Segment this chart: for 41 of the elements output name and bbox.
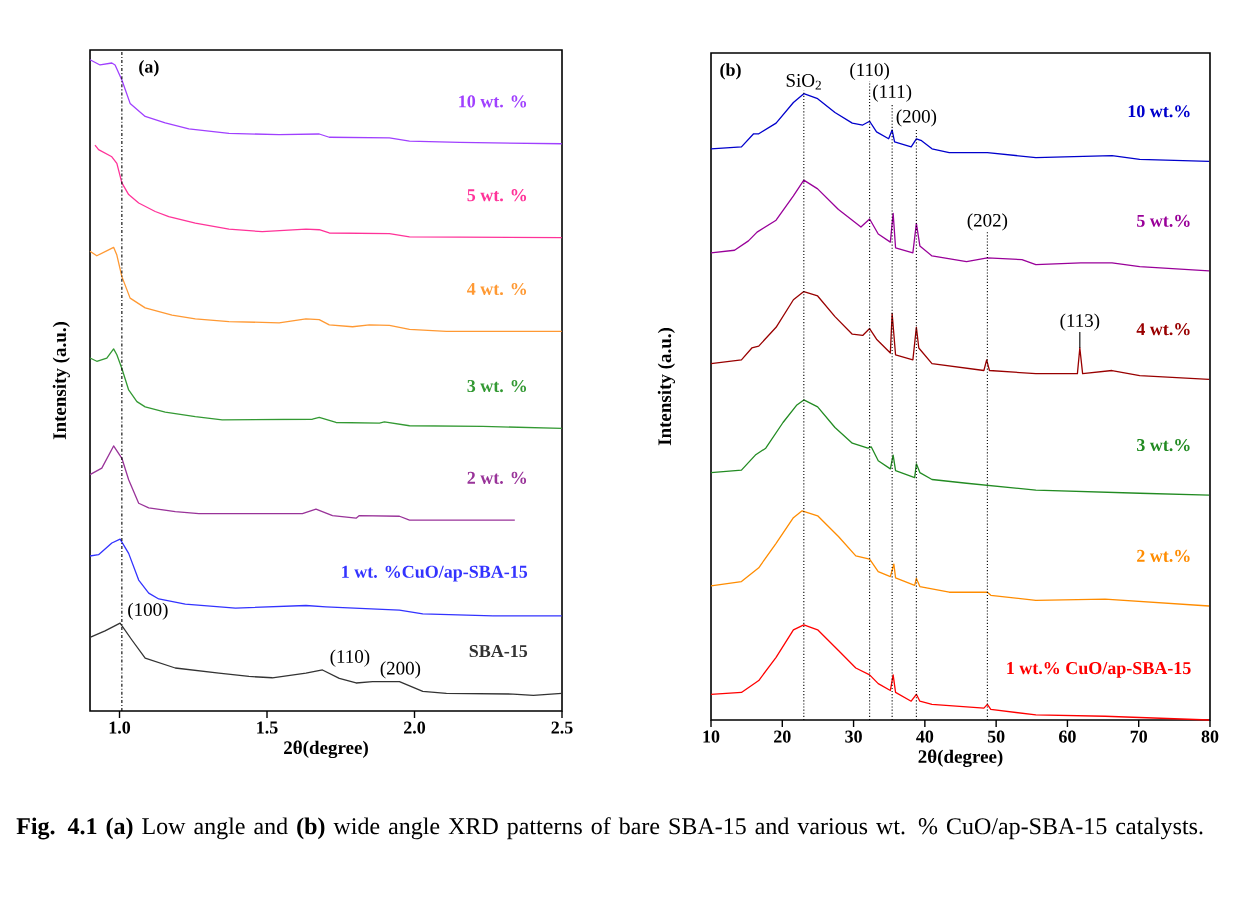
- text: 2 wt. %: [467, 471, 527, 484]
- annotation: (200): [896, 109, 937, 127]
- y-axis-title: Intensity (a.u.): [657, 327, 676, 446]
- annotation: (110): [850, 62, 889, 81]
- annotation: (100): [128, 602, 168, 620]
- series-label: 1 wt.% CuO/ap-SBA-15: [1007, 661, 1191, 678]
- annotation: (200): [380, 661, 421, 679]
- x-tick-label: 60: [1059, 730, 1076, 743]
- annotation: SiO$_{2}$: [786, 74, 821, 90]
- x-axis-title: 2θ(degree): [284, 740, 368, 759]
- annotation: (a): [139, 60, 159, 77]
- text: 3 wt.%: [1137, 438, 1190, 452]
- series-label: 3 wt. %: [467, 379, 527, 393]
- text: 4 wt.%: [1136, 323, 1190, 336]
- series-label: 5 wt. %: [467, 189, 527, 202]
- annotation: (111): [873, 84, 912, 102]
- x-axis-title: 2θ(degree): [918, 749, 1003, 767]
- y-axis-title: Intensity (a.u.): [52, 321, 70, 440]
- text: SBA-15: [469, 645, 528, 658]
- text: Fig. 4.1 (a) Low angle and (b) wide angle XRD patterns of bare SBA-15 and various wt. % CuO/ap-SBA-15 catalysts.: [16, 817, 1203, 840]
- x-tick-label: 50: [987, 730, 1005, 743]
- text: 2 wt.%: [1137, 549, 1190, 563]
- x-tick-label: 1.5: [257, 721, 278, 734]
- x-tick-label: 2.5: [551, 721, 573, 734]
- text: 10 wt.%: [1128, 105, 1190, 118]
- text: (b): [720, 63, 741, 80]
- x-tick-label: 1.0: [109, 721, 131, 734]
- text: 4 wt. %: [467, 282, 527, 296]
- annotation: (110): [330, 649, 370, 667]
- x-tick-label: 80: [1201, 730, 1219, 743]
- series-label: 1 wt. %CuO/ap-SBA-15: [342, 565, 528, 582]
- x-tick-label: 30: [845, 730, 862, 743]
- x-tick-label: 70: [1130, 730, 1148, 743]
- annotation: (202): [967, 213, 1008, 231]
- annotation: (113): [1060, 313, 1100, 331]
- x-tick-label: 10: [703, 730, 720, 743]
- x-tick-label: 20: [774, 730, 791, 743]
- text: 5 wt.%: [1137, 214, 1190, 227]
- x-tick-label: 40: [916, 730, 934, 743]
- series-label: 10 wt. %: [459, 95, 527, 108]
- x-tick-label: 2.0: [404, 721, 426, 734]
